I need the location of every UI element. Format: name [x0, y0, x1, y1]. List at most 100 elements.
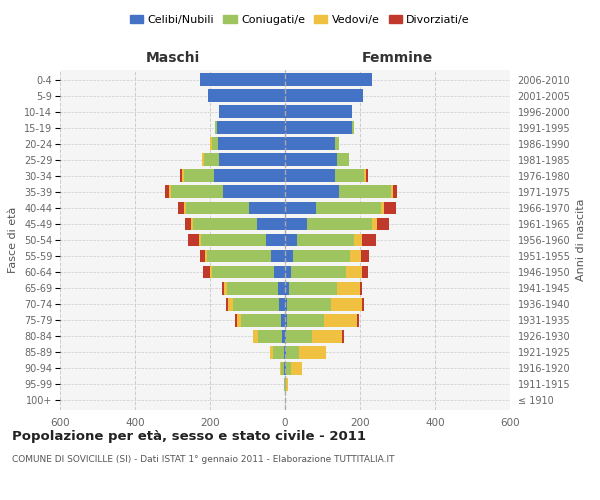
- Bar: [355, 234, 362, 246]
- Bar: [271, 250, 285, 262]
- Bar: [227, 282, 277, 294]
- Bar: [307, 218, 371, 230]
- Bar: [360, 282, 362, 294]
- Bar: [286, 362, 292, 374]
- Bar: [215, 122, 217, 134]
- Bar: [207, 250, 271, 262]
- Bar: [185, 218, 191, 230]
- Bar: [184, 202, 185, 214]
- Bar: [311, 330, 343, 342]
- Bar: [185, 202, 250, 214]
- Bar: [226, 298, 228, 310]
- Bar: [285, 186, 340, 198]
- Bar: [371, 218, 377, 230]
- Bar: [250, 202, 285, 214]
- Bar: [285, 266, 290, 278]
- Bar: [281, 362, 284, 374]
- Bar: [323, 314, 356, 326]
- Bar: [285, 314, 287, 326]
- Bar: [199, 73, 285, 86]
- Bar: [284, 362, 285, 374]
- Bar: [292, 362, 302, 374]
- Bar: [191, 218, 193, 230]
- Bar: [285, 250, 293, 262]
- Bar: [203, 154, 220, 166]
- Bar: [316, 202, 380, 214]
- Bar: [350, 250, 361, 262]
- Bar: [286, 378, 288, 391]
- Bar: [277, 282, 285, 294]
- Bar: [286, 330, 311, 342]
- Bar: [280, 298, 285, 310]
- Bar: [218, 138, 285, 150]
- Y-axis label: Anni di nascita: Anni di nascita: [576, 198, 586, 281]
- Text: COMUNE DI SOVICILLE (SI) - Dati ISTAT 1° gennaio 2011 - Elaborazione TUTTITALIA.: COMUNE DI SOVICILLE (SI) - Dati ISTAT 1°…: [12, 455, 395, 464]
- Bar: [293, 250, 350, 262]
- Bar: [253, 330, 257, 342]
- Bar: [193, 218, 257, 230]
- Bar: [289, 282, 337, 294]
- Bar: [223, 186, 285, 198]
- Bar: [285, 138, 335, 150]
- Bar: [285, 170, 335, 182]
- Bar: [287, 314, 323, 326]
- Bar: [346, 266, 362, 278]
- Y-axis label: Fasce di età: Fasce di età: [8, 207, 19, 273]
- Bar: [285, 122, 352, 134]
- Bar: [271, 346, 274, 358]
- Bar: [361, 250, 368, 262]
- Bar: [287, 298, 331, 310]
- Bar: [362, 266, 367, 278]
- Bar: [182, 170, 184, 182]
- Bar: [203, 266, 210, 278]
- Bar: [285, 154, 337, 166]
- Bar: [364, 170, 365, 182]
- Bar: [210, 266, 212, 278]
- Bar: [352, 122, 353, 134]
- Bar: [282, 330, 285, 342]
- Bar: [284, 378, 285, 391]
- Bar: [285, 282, 289, 294]
- Bar: [335, 170, 364, 182]
- Bar: [281, 314, 285, 326]
- Bar: [180, 170, 182, 182]
- Text: Maschi: Maschi: [145, 51, 200, 65]
- Bar: [257, 330, 282, 342]
- Bar: [228, 298, 233, 310]
- Bar: [343, 330, 344, 342]
- Bar: [274, 346, 284, 358]
- Bar: [285, 234, 297, 246]
- Bar: [362, 234, 376, 246]
- Bar: [380, 202, 385, 214]
- Bar: [241, 314, 281, 326]
- Bar: [217, 122, 285, 134]
- Bar: [169, 186, 170, 198]
- Bar: [393, 186, 397, 198]
- Bar: [285, 378, 286, 391]
- Bar: [280, 362, 281, 374]
- Bar: [285, 73, 373, 86]
- Bar: [212, 138, 218, 150]
- Bar: [391, 186, 393, 198]
- Bar: [212, 266, 274, 278]
- Bar: [286, 346, 299, 358]
- Bar: [199, 250, 205, 262]
- Bar: [331, 298, 362, 310]
- Bar: [285, 106, 352, 118]
- Bar: [362, 298, 364, 310]
- Bar: [385, 202, 397, 214]
- Bar: [208, 89, 285, 102]
- Bar: [285, 330, 286, 342]
- Bar: [220, 106, 285, 118]
- Bar: [285, 202, 316, 214]
- Bar: [205, 250, 207, 262]
- Bar: [188, 234, 199, 246]
- Bar: [200, 234, 266, 246]
- Bar: [178, 202, 184, 214]
- Text: Femmine: Femmine: [362, 51, 433, 65]
- Bar: [285, 218, 307, 230]
- Bar: [297, 234, 355, 246]
- Bar: [224, 282, 227, 294]
- Bar: [222, 282, 224, 294]
- Bar: [290, 266, 346, 278]
